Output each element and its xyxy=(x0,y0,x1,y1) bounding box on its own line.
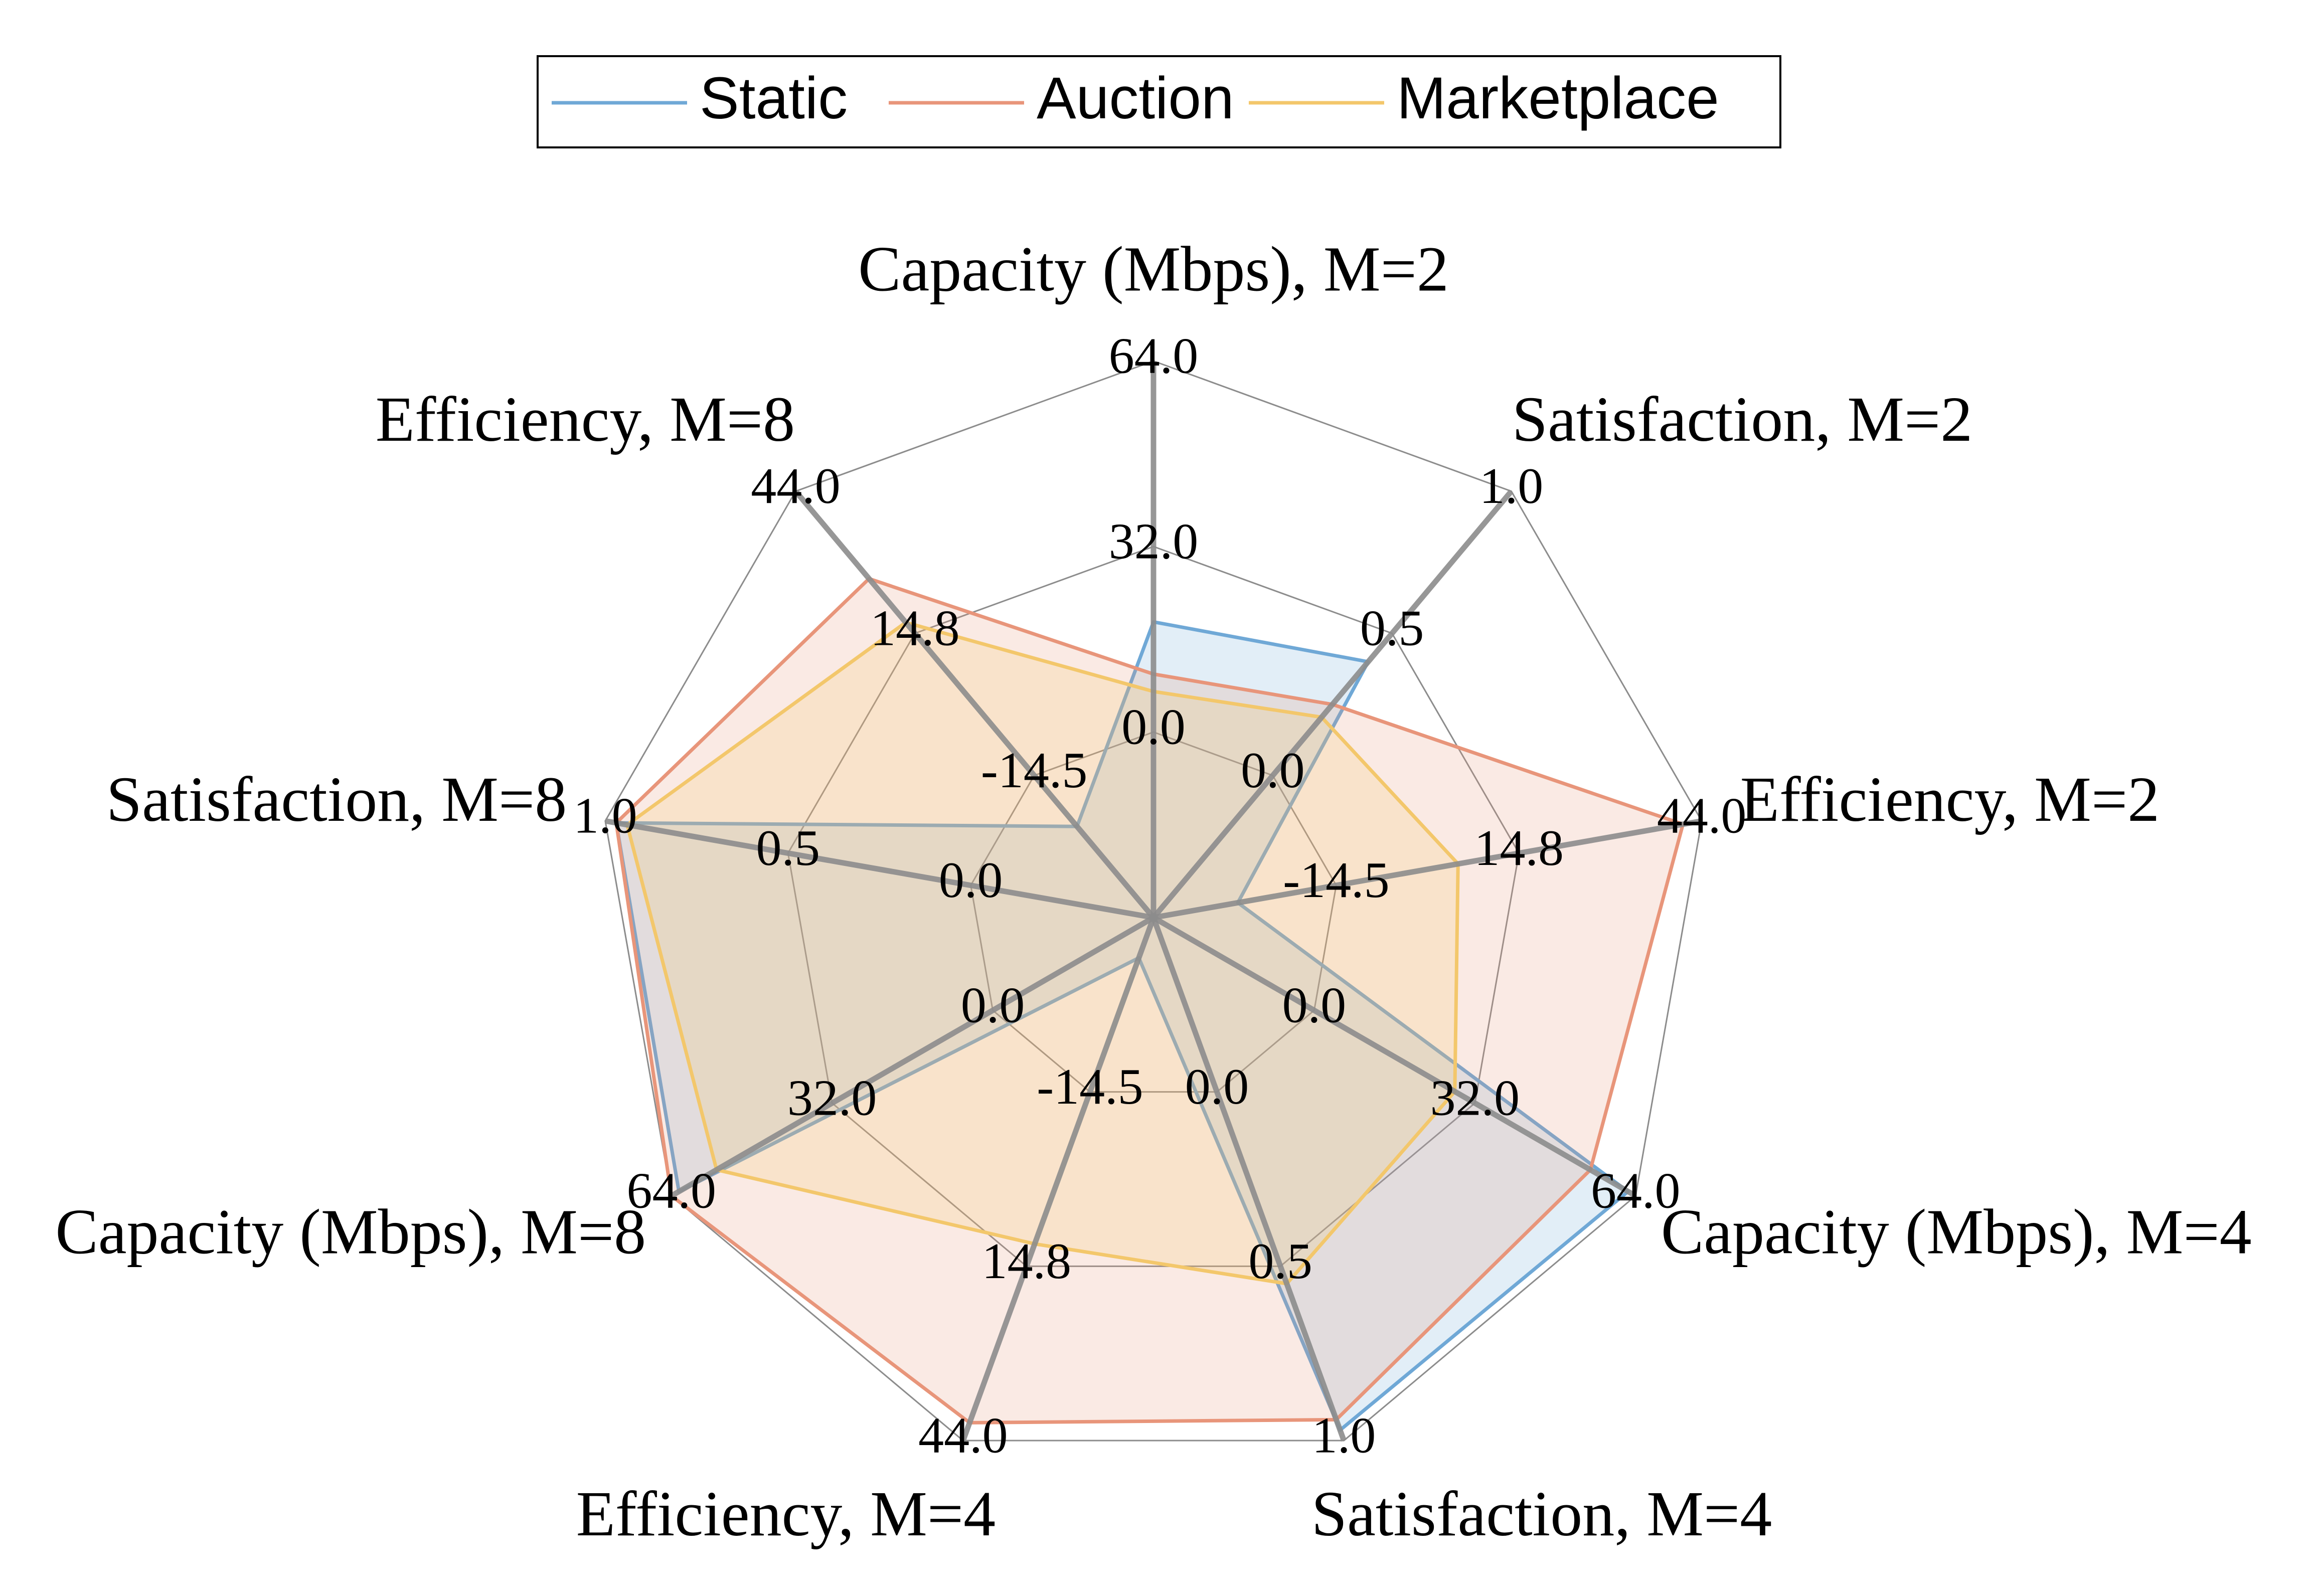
tick-label: 0.0 xyxy=(1241,742,1305,799)
legend-label-marketplace: Marketplace xyxy=(1397,65,1719,131)
tick-label: 0.0 xyxy=(1282,977,1347,1033)
tick-label: 14.8 xyxy=(1474,820,1564,876)
tick-label: 0.5 xyxy=(1248,1233,1312,1290)
tick-label: -14.5 xyxy=(1037,1058,1143,1115)
spoke-7 xyxy=(670,915,1155,1198)
tick-label: 0.5 xyxy=(1360,600,1424,657)
tick-labels: 0.0 32.0 64.0 0.0 0.5 1.0 -14.5 14.8 44.0 0.0 32.0… xyxy=(573,327,1746,1464)
series-marketplace xyxy=(625,620,1460,1286)
axis-title: Efficiency, M=4 xyxy=(576,1478,996,1549)
legend-label-auction: Auction xyxy=(1037,65,1234,131)
tick-label: 0.0 xyxy=(939,852,1003,909)
tick-label: 1.0 xyxy=(573,788,637,844)
spoke-2 xyxy=(1151,489,1514,920)
tick-label: 64.0 xyxy=(1109,327,1199,384)
axis-title: Satisfaction, M=8 xyxy=(106,764,567,835)
radar-spokes xyxy=(604,361,1703,1442)
grid-ring-1 xyxy=(970,731,1337,1093)
tick-label: 1.0 xyxy=(1479,458,1544,514)
axis-title: Capacity (Mbps), M=4 xyxy=(1661,1196,2252,1267)
tick-label: -14.5 xyxy=(1283,852,1389,909)
axis-title: Efficiency, M=8 xyxy=(376,384,795,455)
legend-frame xyxy=(537,55,1781,148)
tick-label: 44.0 xyxy=(1657,788,1747,844)
tick-label: 64.0 xyxy=(1591,1162,1681,1219)
tick-label: 32.0 xyxy=(1430,1070,1520,1126)
radar-grid xyxy=(604,360,1703,1442)
spoke-6 xyxy=(960,917,1156,1442)
spoke-5 xyxy=(1150,917,1347,1442)
radar-series xyxy=(614,577,1685,1432)
tick-label: 14.8 xyxy=(870,600,960,657)
series-auction xyxy=(614,577,1685,1425)
axis-title: Capacity (Mbps), M=8 xyxy=(55,1196,646,1267)
grid-ring-2 xyxy=(787,546,1520,1267)
tick-label: 64.0 xyxy=(626,1162,716,1219)
tick-label: 14.8 xyxy=(982,1233,1072,1290)
spoke-8 xyxy=(604,818,1154,921)
axis-title: Efficiency, M=2 xyxy=(1740,764,2160,835)
legend: Static Auction Marketplace xyxy=(537,55,1781,148)
tick-label: 0.0 xyxy=(1185,1058,1249,1115)
spoke-3 xyxy=(1153,818,1703,921)
axis-titles: Capacity (Mbps), M=2 Satisfaction, M=2 Eff… xyxy=(55,233,2251,1549)
tick-label: 1.0 xyxy=(1312,1407,1376,1464)
tick-label: 44.0 xyxy=(918,1407,1008,1464)
spoke-4 xyxy=(1152,915,1637,1198)
tick-label: 0.5 xyxy=(756,820,820,876)
grid-ring-3 xyxy=(604,360,1703,1442)
legend-label-static: Static xyxy=(700,65,848,131)
axis-title: Satisfaction, M=2 xyxy=(1512,384,1972,455)
axis-title: Capacity (Mbps), M=2 xyxy=(858,233,1449,304)
axis-title: Satisfaction, M=4 xyxy=(1311,1478,1772,1549)
tick-label: 0.0 xyxy=(961,977,1025,1033)
tick-label: 32.0 xyxy=(1109,513,1199,570)
tick-label: 44.0 xyxy=(751,458,841,514)
tick-label: 32.0 xyxy=(787,1070,877,1126)
tick-label: -14.5 xyxy=(981,742,1087,799)
spoke-9 xyxy=(793,489,1156,920)
series-static xyxy=(614,620,1630,1432)
tick-label: 0.0 xyxy=(1121,698,1186,755)
